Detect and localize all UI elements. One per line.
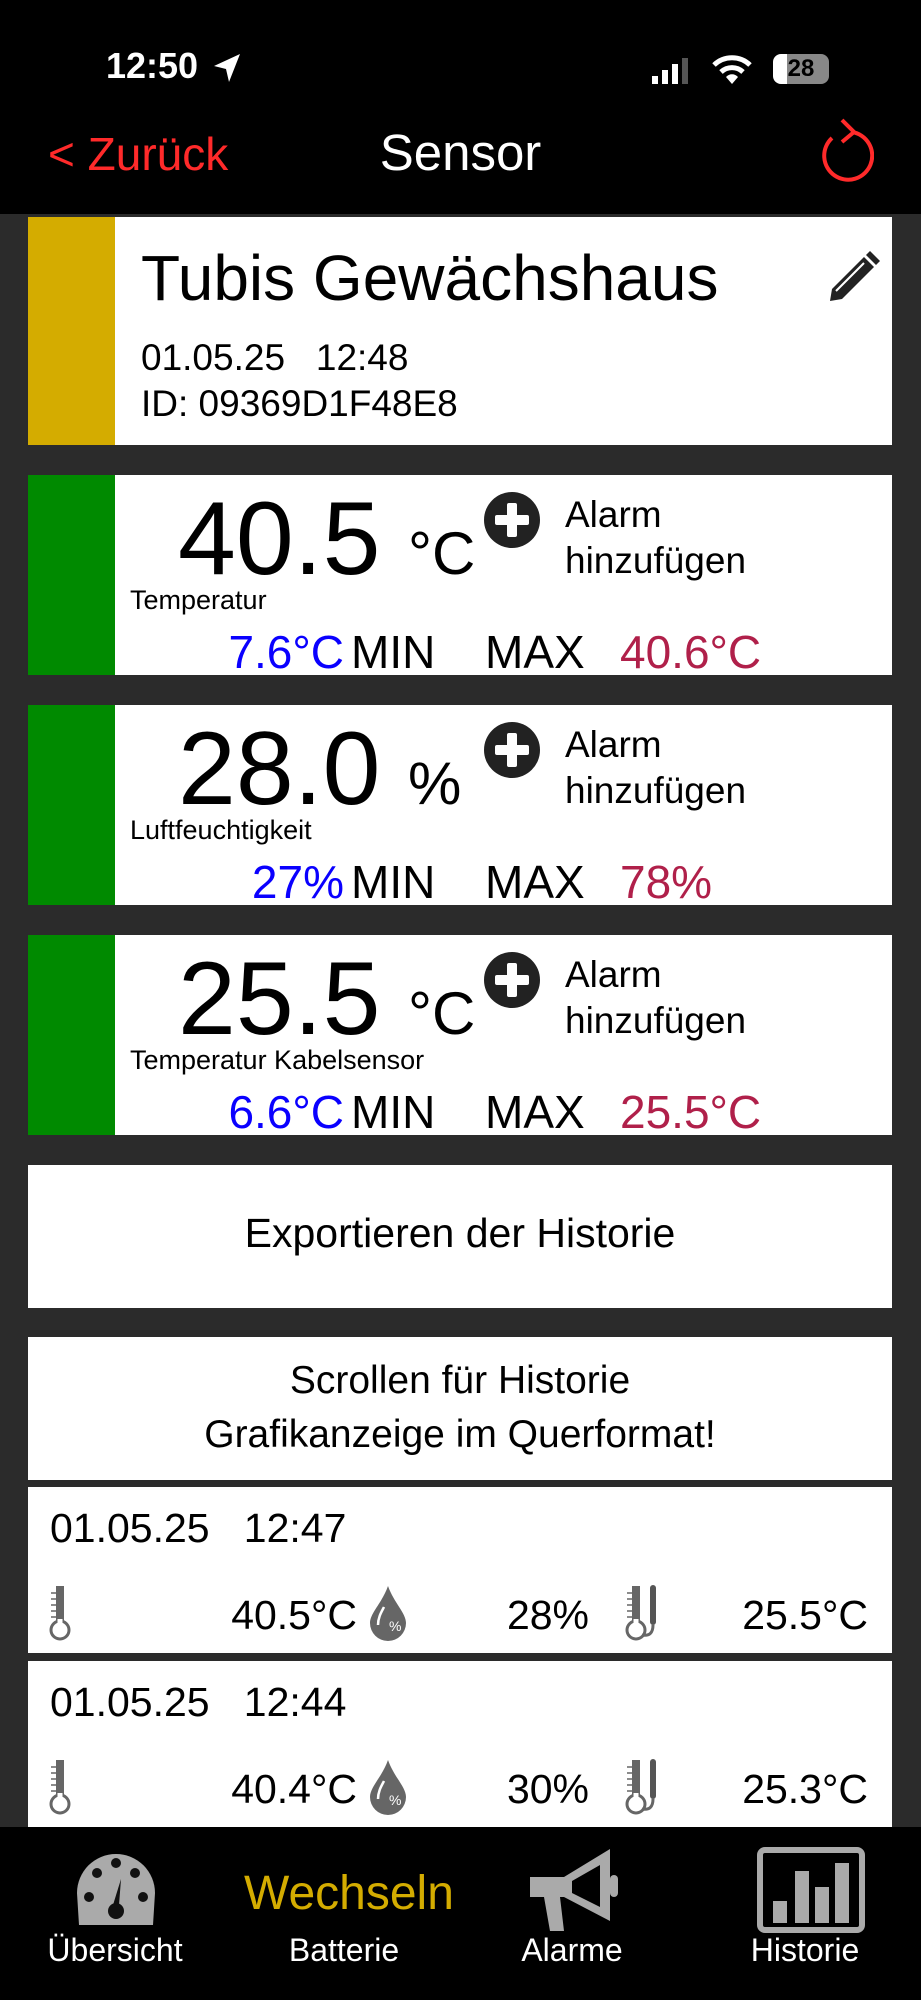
max-label: MAX <box>485 1086 585 1138</box>
min-label: MIN <box>351 856 436 908</box>
last-update-date: 01.05.25 <box>141 337 286 378</box>
status-time: 12:50 <box>106 45 199 86</box>
sensor-name: Tubis Gewächshaus <box>141 242 719 314</box>
sensor-value: 28.0 <box>178 711 381 827</box>
thermometer-icon <box>48 1759 92 1819</box>
battery-indicator: 28 <box>773 54 829 84</box>
sensor-card: 40.5 °C Alarm hinzufügen Temperatur 7.6°… <box>28 475 892 675</box>
cable-thermometer-icon <box>624 1759 668 1819</box>
svg-text:%: % <box>389 1792 401 1808</box>
top-bar <box>0 0 921 214</box>
sensor-card: 25.5 °C Alarm hinzufügen Temperatur Kabe… <box>28 935 892 1135</box>
history-temp: 40.4°C <box>231 1766 357 1812</box>
status-bar-yellow <box>28 217 115 445</box>
sensor-unit: °C <box>408 520 476 587</box>
add-alarm-label[interactable]: Alarm <box>565 724 662 765</box>
sensor-label: Luftfeuchtigkeit <box>130 815 312 845</box>
add-alarm-plus-icon[interactable] <box>483 721 541 779</box>
history-humidity: 30% <box>506 1766 589 1812</box>
history-date: 01.05.25 <box>50 1505 210 1551</box>
sensor-label: Temperatur Kabelsensor <box>130 1045 425 1075</box>
history-cable-temp: 25.3°C <box>742 1766 868 1812</box>
humidity-drop-icon: % <box>368 1759 408 1819</box>
tab-label: Batterie <box>288 1932 400 1968</box>
export-label: Exportieren der Historie <box>244 1210 676 1256</box>
wifi-icon <box>712 55 752 84</box>
history-humidity: 28% <box>506 1592 589 1638</box>
page-title: Sensor <box>379 124 542 181</box>
export-history-button[interactable]: Exportieren der Historie <box>28 1165 892 1308</box>
last-update: 01.05.25 12:48 <box>141 339 408 376</box>
tab-alarme[interactable]: Alarme <box>472 1827 672 2000</box>
sensor-value: 25.5 <box>178 941 381 1057</box>
location-icon <box>214 54 240 82</box>
edit-pencil-icon[interactable] <box>824 247 884 307</box>
add-alarm-plus-icon[interactable] <box>483 491 541 549</box>
history-cable-temp: 25.5°C <box>742 1592 868 1638</box>
history-timestamp: 01.05.25 12:47 <box>50 1508 346 1549</box>
history-time: 12:44 <box>243 1679 347 1725</box>
tab-label: Historie <box>750 1932 860 1968</box>
tab-label: Alarme <box>521 1932 623 1968</box>
min-value: 6.6°C <box>228 1086 344 1138</box>
history-time: 12:47 <box>243 1505 347 1551</box>
sensor-header-card: Tubis Gewächshaus 01.05.25 12:48 ID: 093… <box>28 217 892 445</box>
humidity-drop-icon: % <box>368 1585 408 1645</box>
gauge-icon <box>77 1854 155 1925</box>
add-alarm-label[interactable]: Alarm <box>565 494 662 535</box>
add-alarm-label[interactable]: Alarm <box>565 954 662 995</box>
max-value: 78% <box>620 856 713 908</box>
sensor-value: 40.5 <box>178 481 381 597</box>
sensor-card: 28.0 % Alarm hinzufügen Luftfeuchtigkeit… <box>28 705 892 905</box>
history-note-line2: Grafikanzeige im Querformat! <box>204 1413 716 1456</box>
sensor-unit: % <box>408 750 462 817</box>
sensor-unit: °C <box>408 980 476 1047</box>
history-date: 01.05.25 <box>50 1679 210 1725</box>
add-alarm-label[interactable]: hinzufügen <box>565 770 747 811</box>
tab-uebersicht[interactable]: Übersicht <box>15 1827 215 2000</box>
cable-thermometer-icon <box>624 1585 668 1645</box>
max-label: MAX <box>485 856 585 908</box>
max-value: 25.5°C <box>620 1086 762 1138</box>
add-alarm-label[interactable]: hinzufügen <box>565 1000 747 1041</box>
sensor-label: Temperatur <box>130 585 267 615</box>
max-label: MAX <box>485 626 585 678</box>
last-update-time: 12:48 <box>315 337 409 378</box>
history-row: 01.05.25 12:44 40.4°C % 30% 25.3°C <box>28 1661 892 1827</box>
tab-top-label: Wechseln <box>244 1867 454 1920</box>
history-timestamp: 01.05.25 12:44 <box>50 1682 346 1723</box>
signal-icon <box>652 58 688 84</box>
status-bar-green <box>28 475 115 675</box>
add-alarm-label[interactable]: hinzufügen <box>565 540 747 581</box>
add-alarm-plus-icon[interactable] <box>483 951 541 1009</box>
back-button[interactable]: < Zurück <box>48 128 229 180</box>
min-value: 27% <box>251 856 344 908</box>
history-temp: 40.5°C <box>231 1592 357 1638</box>
thermometer-icon <box>48 1585 92 1645</box>
history-note-line1: Scrollen für Historie <box>289 1359 631 1402</box>
history-note: Scrollen für Historie Grafikanzeige im Q… <box>28 1337 892 1480</box>
refresh-icon[interactable] <box>812 116 874 182</box>
bar-chart-icon <box>757 1847 865 1933</box>
max-value: 40.6°C <box>620 626 762 678</box>
history-row: 01.05.25 12:47 40.5°C % 28% 25.5°C <box>28 1487 892 1653</box>
status-bar-green <box>28 705 115 905</box>
status-bar-green <box>28 935 115 1135</box>
sensor-id: ID: 09369D1F48E8 <box>141 383 458 424</box>
min-label: MIN <box>351 1086 436 1138</box>
tab-batterie[interactable]: Wechseln Batterie <box>244 1827 454 2000</box>
min-value: 7.6°C <box>228 626 344 678</box>
tab-historie[interactable]: Historie <box>705 1827 905 2000</box>
megaphone-icon <box>530 1849 618 1931</box>
tab-label: Übersicht <box>47 1932 183 1968</box>
svg-text:%: % <box>389 1618 401 1634</box>
min-label: MIN <box>351 626 436 678</box>
